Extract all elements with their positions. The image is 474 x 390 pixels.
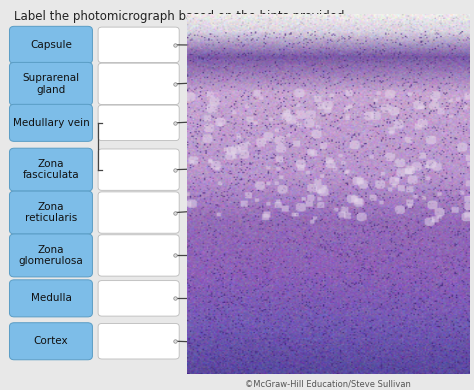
FancyBboxPatch shape [98, 324, 179, 359]
FancyBboxPatch shape [9, 234, 92, 277]
FancyBboxPatch shape [98, 63, 179, 105]
FancyBboxPatch shape [98, 192, 179, 233]
Text: Cortex: Cortex [34, 336, 68, 346]
FancyBboxPatch shape [98, 27, 179, 62]
FancyBboxPatch shape [9, 148, 92, 191]
FancyBboxPatch shape [98, 281, 179, 316]
FancyBboxPatch shape [9, 27, 92, 63]
FancyBboxPatch shape [9, 323, 92, 360]
Text: Capsule: Capsule [30, 40, 72, 50]
Text: Medullary vein: Medullary vein [13, 118, 89, 128]
Text: Medulla: Medulla [30, 293, 72, 303]
FancyBboxPatch shape [98, 149, 179, 190]
FancyBboxPatch shape [9, 191, 92, 234]
Text: Suprarenal
gland: Suprarenal gland [22, 73, 80, 95]
Text: ©McGraw-Hill Education/Steve Sullivan: ©McGraw-Hill Education/Steve Sullivan [246, 379, 411, 388]
Text: Zona
fasciculata: Zona fasciculata [23, 159, 79, 181]
FancyBboxPatch shape [9, 62, 92, 105]
Text: Zona
reticularis: Zona reticularis [25, 202, 77, 223]
FancyBboxPatch shape [9, 280, 92, 317]
FancyBboxPatch shape [9, 104, 92, 141]
Text: Zona
glomerulosa: Zona glomerulosa [18, 245, 83, 266]
FancyBboxPatch shape [98, 235, 179, 276]
Text: Label the photomicrograph based on the hints provided.: Label the photomicrograph based on the h… [14, 10, 348, 23]
FancyBboxPatch shape [98, 105, 179, 140]
